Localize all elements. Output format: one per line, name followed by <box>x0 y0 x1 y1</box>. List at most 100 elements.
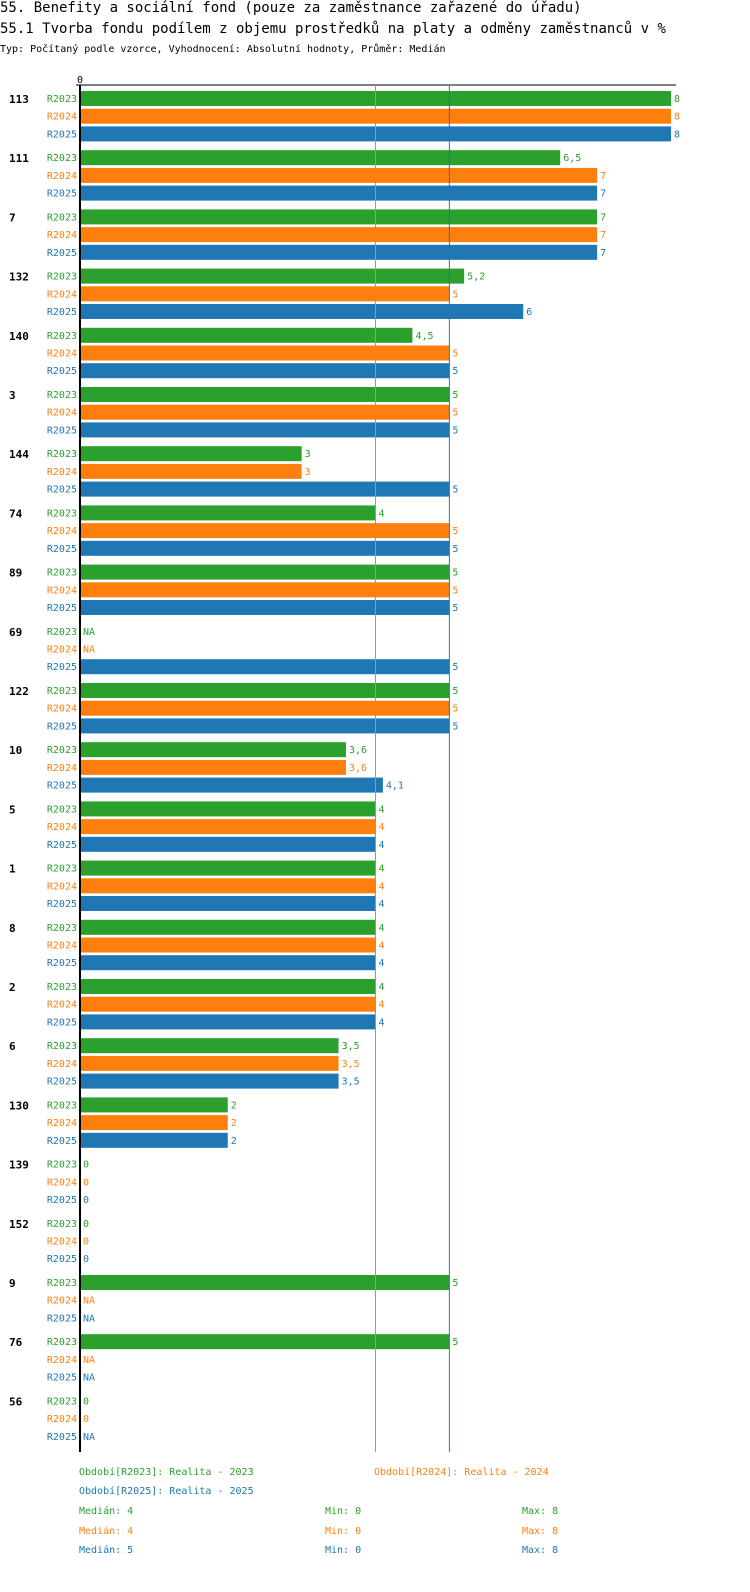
series-label: R2024 <box>47 1296 77 1307</box>
series-label: R2024 <box>47 171 77 182</box>
bar <box>80 540 450 556</box>
legend-period-r2023: Období[R2023]: Realita - 2023 <box>79 1467 254 1478</box>
series-label: R2023 <box>47 153 77 164</box>
series-label: R2025 <box>47 366 77 377</box>
bar <box>80 446 302 462</box>
series-label: R2024 <box>47 349 77 360</box>
category-label: 1 <box>9 863 16 876</box>
data-label: 4 <box>379 508 385 519</box>
series-label: R2023 <box>47 1041 77 1052</box>
series-label: R2024 <box>47 289 77 300</box>
series-label: R2023 <box>47 449 77 460</box>
bar <box>80 801 376 817</box>
category-label: 56 <box>9 1395 23 1408</box>
data-label: 6,5 <box>563 153 581 164</box>
data-label: 5 <box>452 1278 458 1289</box>
category-label: 2 <box>9 981 16 994</box>
series-label: R2024 <box>47 645 77 656</box>
bar <box>80 523 450 539</box>
data-label: 5,2 <box>467 272 485 283</box>
bar <box>80 387 450 402</box>
series-label: R2025 <box>47 662 77 673</box>
series-label: R2025 <box>47 899 77 910</box>
series-label: R2025 <box>47 189 77 200</box>
bar <box>80 742 346 758</box>
chart-title: 55. Benefity a sociální fond (pouze za z… <box>0 0 582 16</box>
series-label: R2023 <box>47 745 77 756</box>
legend-period-r2025: Období[R2025]: Realita - 2025 <box>79 1486 254 1497</box>
data-label: 3,5 <box>342 1077 360 1088</box>
category-label: 69 <box>9 626 22 639</box>
data-label: 4,1 <box>386 781 404 792</box>
bar <box>80 1055 339 1071</box>
data-label: 7 <box>600 230 606 241</box>
bar <box>80 327 413 343</box>
data-label: 4 <box>379 1000 385 1011</box>
series-label: R2023 <box>47 1160 77 1171</box>
category-label: 152 <box>9 1218 29 1231</box>
data-label: 5 <box>452 425 458 436</box>
category-label: 7 <box>9 211 16 224</box>
series-label: R2023 <box>47 804 77 815</box>
series-label: R2024 <box>47 822 77 833</box>
bar <box>80 659 450 675</box>
stat-max-r2023: Max: 8 <box>522 1506 559 1517</box>
bar <box>80 1334 450 1350</box>
data-label: 6 <box>526 307 532 318</box>
category-label: 5 <box>9 803 16 816</box>
stat-min-r2023: Min: 0 <box>325 1506 362 1517</box>
data-label: 4 <box>379 923 385 934</box>
series-label: R2024 <box>47 585 77 596</box>
data-label: 3 <box>305 467 311 478</box>
bar <box>80 937 376 953</box>
series-label: R2024 <box>47 1000 77 1011</box>
bar <box>80 979 376 994</box>
bar <box>80 600 450 615</box>
data-label: 4 <box>379 864 385 875</box>
data-label: 8 <box>674 94 680 105</box>
data-label: 5 <box>452 686 458 697</box>
stat-median-r2025: Medián: 5 <box>79 1545 134 1556</box>
data-label: 5 <box>452 366 458 377</box>
bar <box>80 1275 450 1290</box>
data-label: NA <box>83 1373 95 1384</box>
series-label: R2023 <box>47 1396 77 1407</box>
series-label: R2025 <box>47 1195 77 1206</box>
data-label: 4 <box>379 822 385 833</box>
data-label: 5 <box>452 721 458 732</box>
category-label: 76 <box>9 1336 23 1349</box>
category-label: 144 <box>9 448 29 461</box>
series-label: R2025 <box>47 129 77 140</box>
bar <box>80 700 450 716</box>
series-label: R2025 <box>47 1136 77 1147</box>
bar <box>80 896 376 911</box>
data-label: 5 <box>452 585 458 596</box>
category-label: 130 <box>9 1099 29 1112</box>
data-label: 0 <box>83 1177 89 1188</box>
series-label: R2023 <box>47 390 77 401</box>
data-label: 4 <box>379 840 385 851</box>
stat-max-r2024: Max: 8 <box>522 1526 559 1537</box>
series-label: R2025 <box>47 307 77 318</box>
data-label: 5 <box>452 1337 458 1348</box>
bar <box>80 1014 376 1030</box>
data-label: 0 <box>83 1396 89 1407</box>
series-label: R2023 <box>47 508 77 519</box>
bar <box>80 404 450 420</box>
series-label: R2025 <box>47 425 77 436</box>
data-label: 4 <box>379 804 385 815</box>
bar <box>80 304 524 319</box>
data-label: 3,5 <box>342 1041 360 1052</box>
bar <box>80 1132 228 1148</box>
series-label: R2025 <box>47 1254 77 1265</box>
bar <box>80 836 376 852</box>
category-label: 132 <box>9 271 29 284</box>
series-label: R2025 <box>47 485 77 496</box>
axis-zero-label: 0 <box>77 75 83 86</box>
series-label: R2024 <box>47 704 77 715</box>
bar <box>80 878 376 894</box>
series-label: R2025 <box>47 1432 77 1443</box>
data-label: 0 <box>83 1219 89 1230</box>
series-label: R2023 <box>47 627 77 638</box>
category-label: 139 <box>9 1159 29 1172</box>
